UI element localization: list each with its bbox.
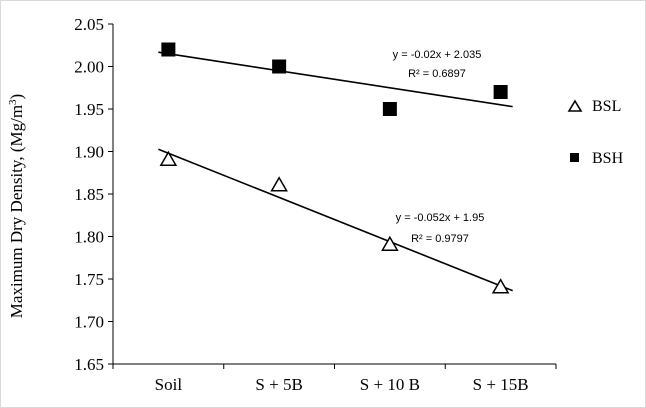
y-tick-label: 1.70 <box>74 313 104 332</box>
y-tick-label: 2.00 <box>74 58 104 77</box>
legend-bsl-label: BSL <box>592 98 621 115</box>
bsl-equation: y = -0.052x + 1.95 <box>396 212 485 224</box>
legend-bsh-marker-icon <box>570 153 579 162</box>
data-point-bsh <box>493 85 508 99</box>
x-tick-label: S + 15B <box>473 375 529 394</box>
data-point-bsl <box>159 150 178 166</box>
y-ticks: 1.65 1.70 1.75 1.80 1.85 1.90 1.95 2.00 2.05 <box>74 15 113 374</box>
x-ticks: Soil S + 5B S + 10 B S + 15B <box>112 364 557 394</box>
bsl-r2: R² = 0.9797 <box>411 233 469 245</box>
y-tick-label: 1.95 <box>74 100 104 119</box>
trendlines <box>158 51 513 292</box>
legend-bsl-marker-icon <box>567 99 583 112</box>
x-tick-label: S + 10 B <box>360 375 420 394</box>
data-point-bsl <box>491 278 510 294</box>
data-point-bsh <box>161 42 176 57</box>
trendline-bsh <box>158 51 513 108</box>
bsh-equation: y = -0.02x + 2.035 <box>393 49 482 61</box>
legend: BSL BSH <box>567 98 624 167</box>
y-tick-label: 1.90 <box>74 143 104 162</box>
y-tick-label: 2.05 <box>74 15 104 34</box>
y-tick-label: 1.85 <box>74 185 104 204</box>
x-tick-label: S + 5B <box>255 375 302 394</box>
bsh-r2: R² = 0.6897 <box>408 68 466 80</box>
legend-item-bsh: BSH <box>570 150 624 167</box>
legend-item-bsl: BSL <box>567 98 621 115</box>
y-axis-label: Maximum Dry Density, (Mg/m3) <box>7 94 26 318</box>
y-tick-label: 1.65 <box>74 355 104 374</box>
data-point-bsl <box>381 235 399 251</box>
y-tick-label: 1.80 <box>74 228 104 247</box>
data-point-bsl <box>270 176 288 192</box>
equations: y = -0.02x + 2.035 R² = 0.6897 y = -0.05… <box>393 49 485 245</box>
x-tick-label: Soil <box>155 375 183 394</box>
data-point-bsh <box>272 59 287 74</box>
trendline-bsl <box>158 148 513 292</box>
data-point-bsh <box>382 102 397 116</box>
y-tick-label: 1.75 <box>74 270 104 289</box>
axes <box>112 24 556 365</box>
legend-bsh-label: BSH <box>592 150 624 167</box>
markers <box>159 42 510 294</box>
